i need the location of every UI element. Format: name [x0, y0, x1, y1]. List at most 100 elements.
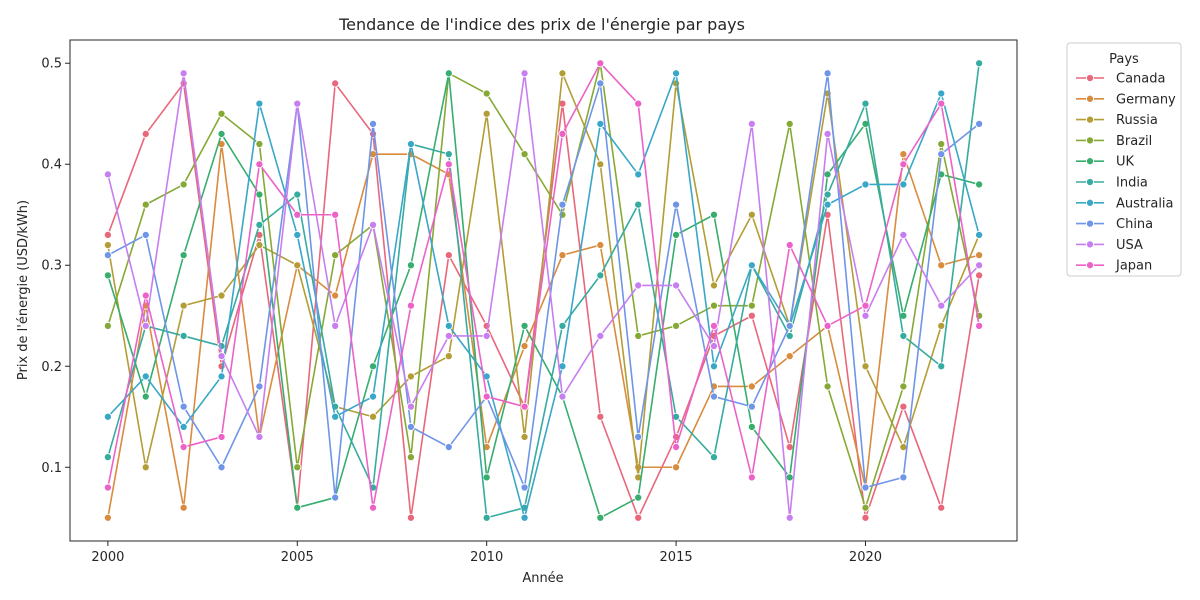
data-point [975, 261, 984, 270]
legend-item-uk: UK [1076, 155, 1135, 170]
data-point [331, 321, 340, 330]
data-point [747, 311, 756, 320]
data-point [255, 139, 264, 149]
plot-area [103, 59, 984, 522]
series-line [107, 143, 980, 518]
data-point [634, 513, 643, 522]
data-point [747, 261, 756, 270]
series-line [107, 62, 980, 509]
data-point [672, 230, 681, 239]
y-axis: 0.1 0.2 0.3 0.4 0.5 [41, 57, 70, 476]
chart-title: Tendance de l'indice des prix de l'énerg… [338, 15, 745, 34]
data-point [179, 251, 188, 260]
data-point [672, 443, 681, 452]
y-tick-label: 0.3 [41, 259, 62, 274]
legend: Pays Canada Germany Russia Brazil UK India Aus… [1066, 42, 1182, 277]
data-point [331, 412, 340, 421]
data-point [103, 240, 112, 250]
legend-swatch-marker [1085, 240, 1095, 249]
legend-item-usa: USA [1076, 238, 1143, 253]
data-point [293, 190, 302, 199]
data-point [217, 291, 226, 300]
data-point [444, 352, 453, 361]
legend-label: Australia [1116, 196, 1174, 211]
data-point [141, 200, 150, 209]
data-point [368, 412, 378, 421]
data-point [368, 119, 378, 128]
data-point [179, 301, 188, 310]
data-point [293, 261, 302, 270]
data-point [785, 473, 794, 482]
data-point [255, 190, 264, 199]
data-point [861, 311, 870, 320]
data-point [444, 443, 453, 452]
data-point [596, 79, 605, 88]
data-point [899, 402, 908, 411]
data-point [709, 301, 719, 310]
data-point [368, 392, 378, 401]
data-point [558, 251, 567, 260]
y-tick-label: 0.2 [41, 360, 62, 375]
data-point [255, 220, 264, 229]
legend-frame [1066, 42, 1182, 277]
series-line [107, 72, 980, 519]
data-point [899, 180, 908, 189]
legend-label: India [1116, 176, 1148, 191]
data-point [520, 402, 529, 411]
data-point [520, 483, 529, 492]
data-point [709, 210, 719, 219]
data-point [444, 150, 453, 159]
data-point [899, 331, 908, 341]
legend-swatch-marker [1085, 73, 1095, 83]
data-point [368, 503, 378, 512]
data-point [785, 331, 794, 341]
data-point [861, 503, 870, 512]
data-point [747, 473, 756, 482]
data-point [293, 99, 302, 108]
data-point [823, 321, 832, 330]
data-point [141, 129, 150, 138]
data-point [937, 321, 946, 330]
data-point [103, 251, 112, 260]
data-point [899, 230, 908, 239]
data-point [558, 200, 567, 209]
y-tick-label: 0.5 [41, 57, 62, 72]
data-point [672, 281, 681, 290]
data-point [482, 89, 491, 98]
data-point [520, 432, 529, 442]
data-point [861, 301, 870, 310]
data-point [709, 281, 719, 290]
legend-label: UK [1116, 155, 1135, 170]
data-point [179, 180, 188, 189]
data-point [596, 271, 605, 280]
legend-label: Brazil [1116, 134, 1152, 149]
data-point [482, 109, 491, 118]
data-point [709, 341, 719, 351]
data-point [785, 513, 794, 522]
data-point [331, 493, 340, 502]
data-point [217, 432, 226, 442]
data-point [937, 89, 946, 98]
legend-label: Russia [1116, 113, 1158, 128]
data-point [975, 59, 984, 68]
data-point [596, 119, 605, 128]
data-point [406, 422, 415, 431]
data-point [672, 463, 681, 472]
data-point [747, 210, 756, 219]
series-australia [103, 69, 984, 522]
data-point [293, 463, 302, 472]
data-point [634, 493, 643, 502]
data-point [785, 321, 794, 330]
data-point [747, 119, 756, 128]
data-point [709, 453, 719, 462]
data-point [103, 412, 112, 421]
data-point [861, 513, 870, 522]
data-point [331, 291, 340, 300]
x-tick-label: 2000 [91, 550, 124, 565]
data-point [861, 483, 870, 492]
data-point [558, 321, 567, 330]
data-point [672, 69, 681, 78]
data-point [406, 513, 415, 522]
data-point [861, 362, 870, 371]
series-line [107, 72, 980, 499]
